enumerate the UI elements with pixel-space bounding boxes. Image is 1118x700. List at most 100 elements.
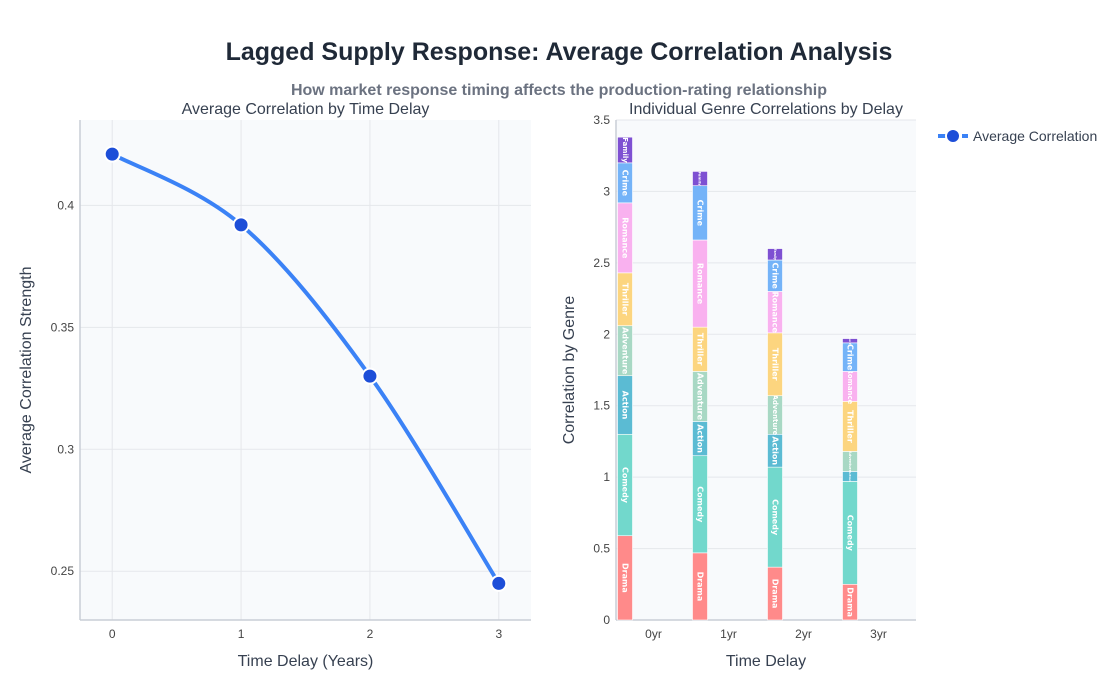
line-y-tick-label: 0.25 xyxy=(51,564,75,578)
bar-x-tick-label: 1yr xyxy=(720,627,737,641)
bar-segment-romance-2yr[interactable]: Romance xyxy=(767,291,783,333)
bar-segment-label: Romance xyxy=(696,263,705,305)
legend[interactable]: Average Correlation xyxy=(938,128,1097,144)
bar-x-tick-label: 0yr xyxy=(645,627,662,641)
bar-segment-drama-1yr[interactable]: Drama xyxy=(692,552,708,621)
average-correlation-point[interactable] xyxy=(490,574,508,592)
legend-marker-swatch xyxy=(945,128,961,144)
line-x-tick-label: 1 xyxy=(238,627,245,641)
bar-segment-action-0yr[interactable]: Action xyxy=(617,375,633,435)
bar-segment-comedy-1yr[interactable]: Comedy xyxy=(692,455,708,554)
bar-segment-crime-3yr[interactable]: Crime xyxy=(842,342,858,372)
chart-subtitle: How market response timing affects the p… xyxy=(291,82,827,99)
bar-panel: 0 0.5 1 1.5 2 2.5 3 3.5 0yr 1yr 2yr 3yr Drama Comedy… xyxy=(561,101,916,670)
bar-segment-label: Adventure xyxy=(771,395,779,436)
line-y-tick-label: 0.35 xyxy=(51,320,75,334)
bar-gridlines xyxy=(616,119,916,621)
line-panel-title: Average Correlation by Time Delay xyxy=(182,101,430,118)
bar-axes: 0 0.5 1 1.5 2 2.5 3 3.5 0yr 1yr 2yr 3yr xyxy=(593,113,916,641)
stacked-bars: DramaComedyActionAdventureThrillerRomanc… xyxy=(617,136,858,621)
bar-segment-label: Comedy xyxy=(621,467,630,504)
bar-y-tick-label: 3 xyxy=(603,184,610,198)
bar-y-tick-label: 3.5 xyxy=(593,113,610,127)
bar-plot-area xyxy=(616,120,916,620)
bar-x-tick-label: 2yr xyxy=(795,627,812,641)
bar-segment-label: Crime xyxy=(771,263,780,290)
average-correlation-line xyxy=(110,152,501,586)
line-x-tick-label: 0 xyxy=(109,627,116,641)
bar-segment-family-0yr[interactable]: Family xyxy=(617,136,633,164)
bar-y-tick-label: 1.5 xyxy=(593,399,610,413)
bar-segment-label: Family xyxy=(621,137,629,163)
bar-x-tick-label: 3yr xyxy=(870,627,887,641)
bar-segment-comedy-2yr[interactable]: Comedy xyxy=(767,466,783,568)
line-series xyxy=(103,145,508,592)
bar-segment-adventure-3yr[interactable]: Adventure xyxy=(842,451,858,473)
bar-segment-label: Drama xyxy=(621,563,630,593)
bar-segment-label: Thriller xyxy=(696,333,705,366)
bar-y-tick-label: 2 xyxy=(603,327,610,341)
bar-segment-crime-1yr[interactable]: Crime xyxy=(692,185,708,241)
bar-segment-adventure-0yr[interactable]: Adventure xyxy=(617,325,633,377)
line-y-tick-label: 0.4 xyxy=(57,198,74,212)
bar-segment-label: Thriller xyxy=(621,283,630,316)
bar-segment-crime-0yr[interactable]: Crime xyxy=(617,162,633,204)
bar-segment-drama-3yr[interactable]: Drama xyxy=(842,583,858,621)
average-correlation-point[interactable] xyxy=(232,216,250,234)
bar-segment-thriller-2yr[interactable]: Thriller xyxy=(767,332,783,397)
bar-segment-label: Action xyxy=(621,391,630,420)
average-correlation-point[interactable] xyxy=(361,367,379,385)
bar-segment-drama-0yr[interactable]: Drama xyxy=(617,535,633,621)
bar-segment-label: Crime xyxy=(696,200,705,227)
bar-segment-comedy-0yr[interactable]: Comedy xyxy=(617,433,633,537)
bar-segment-romance-3yr[interactable]: Romance xyxy=(842,369,858,405)
bar-y-tick-label: 2.5 xyxy=(593,256,610,270)
bar-segment-thriller-0yr[interactable]: Thriller xyxy=(617,272,633,327)
bar-segment-label: Romance xyxy=(846,369,854,405)
bar-segment-thriller-1yr[interactable]: Thriller xyxy=(692,326,708,372)
bar-segment-label: Adventure xyxy=(621,327,630,375)
line-x-tick-label: 2 xyxy=(367,627,374,641)
average-correlation-point[interactable] xyxy=(103,145,121,163)
bar-segment-label: Thriller xyxy=(771,348,780,381)
bar-segment-label: Action xyxy=(696,424,705,453)
bar-segment-rect xyxy=(767,248,783,261)
bar-segment-label: Family xyxy=(848,335,852,346)
bar-segment-family-1yr[interactable]: Family xyxy=(692,171,708,187)
legend-label: Average Correlation xyxy=(973,128,1097,144)
bar-segment-rect xyxy=(842,338,858,344)
bar-segment-label: Action xyxy=(848,471,852,482)
bar-segment-label: Comedy xyxy=(696,486,705,523)
bar-segment-romance-0yr[interactable]: Romance xyxy=(617,202,633,274)
bar-y-axis-label: Correlation by Genre xyxy=(561,296,578,445)
bar-segment-label: Crime xyxy=(621,170,630,197)
bar-segment-action-2yr[interactable]: Action xyxy=(767,433,783,468)
bar-segment-label: Comedy xyxy=(846,515,855,552)
line-x-axis-label: Time Delay (Years) xyxy=(238,653,374,670)
bar-segment-label: Action xyxy=(771,436,780,465)
bar-segment-label: Drama xyxy=(771,579,780,609)
bar-segment-drama-2yr[interactable]: Drama xyxy=(767,566,783,621)
bar-segment-family-2yr[interactable]: Family xyxy=(767,248,783,261)
bar-segment-adventure-2yr[interactable]: Adventure xyxy=(767,395,783,436)
bar-segment-romance-1yr[interactable]: Romance xyxy=(692,239,708,328)
bar-segment-rect xyxy=(617,136,633,164)
bar-segment-action-1yr[interactable]: Action xyxy=(692,421,708,457)
bar-segment-adventure-1yr[interactable]: Adventure xyxy=(692,371,708,422)
bar-segment-family-3yr[interactable]: Family xyxy=(842,335,858,346)
bar-segment-crime-2yr[interactable]: Crime xyxy=(767,259,783,292)
bar-segment-label: Family xyxy=(698,172,703,187)
bar-segment-label: Adventure xyxy=(848,451,852,473)
bar-segment-thriller-3yr[interactable]: Thriller xyxy=(842,401,858,452)
bar-segment-action-3yr[interactable]: Action xyxy=(842,471,858,482)
bar-segment-label: Thriller xyxy=(846,410,855,443)
bar-panel-title: Individual Genre Correlations by Delay xyxy=(629,101,903,118)
bar-segment-comedy-3yr[interactable]: Comedy xyxy=(842,481,858,585)
bar-segment-label: Drama xyxy=(696,572,705,602)
bar-y-tick-label: 0.5 xyxy=(593,542,610,556)
bar-segment-label: Romance xyxy=(621,217,630,259)
line-x-tick-label: 3 xyxy=(495,627,502,641)
bar-segment-label: Crime xyxy=(846,344,855,371)
